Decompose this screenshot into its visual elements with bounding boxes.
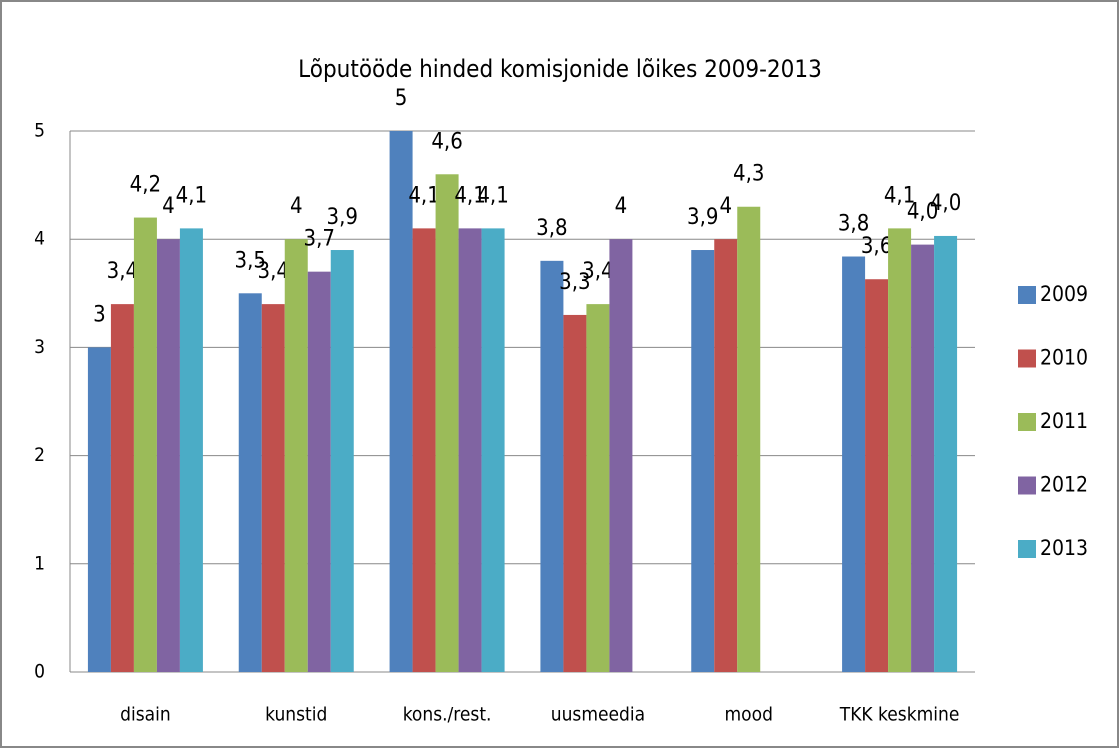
- data-label: 4: [290, 194, 303, 219]
- bar: [934, 235, 958, 673]
- bar: [737, 206, 761, 673]
- data-label: 4: [162, 194, 175, 219]
- x-tick-label: kunstid: [265, 704, 327, 726]
- legend-swatch: [1018, 540, 1036, 558]
- bar: [563, 314, 587, 672]
- data-label: 4,6: [431, 129, 462, 154]
- bar: [389, 131, 413, 672]
- bar: [458, 228, 482, 672]
- data-label: 3,9: [327, 205, 358, 230]
- y-tick-label: 0: [34, 661, 45, 683]
- bar: [307, 271, 331, 672]
- data-label: 4: [615, 194, 628, 219]
- data-label: 3,8: [838, 212, 869, 237]
- bar: [911, 244, 935, 673]
- data-label: 4,0: [907, 200, 938, 225]
- bar: [481, 228, 505, 672]
- data-label: 3: [93, 302, 106, 327]
- legend-label: 2012: [1040, 473, 1088, 497]
- data-label: 3,7: [304, 227, 335, 252]
- data-label: 4,1: [477, 183, 508, 208]
- bar: [87, 347, 111, 672]
- x-tick-label: kons./rest.: [403, 704, 492, 726]
- bar: [609, 239, 633, 672]
- bar: [714, 239, 738, 672]
- data-label: 3,6: [861, 234, 892, 259]
- data-label: 4,1: [454, 183, 485, 208]
- legend-label: 2010: [1040, 346, 1088, 370]
- data-label: 3,4: [582, 259, 613, 284]
- bar: [330, 250, 354, 672]
- data-label: 3,3: [559, 270, 590, 295]
- y-tick-label: 1: [34, 552, 45, 574]
- bar: [156, 239, 180, 672]
- bar: [435, 174, 459, 672]
- bar: [865, 279, 889, 672]
- y-tick-label: 5: [34, 120, 45, 142]
- data-label: 4,3: [733, 162, 764, 187]
- bar: [540, 260, 564, 672]
- bar: [888, 228, 912, 672]
- data-label: 3,4: [107, 259, 138, 284]
- bar: [133, 217, 157, 672]
- legend-label: 2009: [1040, 282, 1088, 306]
- y-tick-label: 4: [34, 228, 45, 250]
- bar: [110, 304, 134, 672]
- bar: [261, 304, 285, 672]
- y-tick-label: 2: [34, 444, 45, 466]
- data-label: 4,1: [884, 183, 915, 208]
- x-tick-label: TKK keskmine: [839, 704, 960, 726]
- data-label: 4: [719, 194, 732, 219]
- bar: [284, 239, 308, 672]
- data-label: 4,1: [176, 183, 207, 208]
- data-label: 3,9: [687, 205, 718, 230]
- bar: [586, 304, 610, 672]
- legend-label: 2011: [1040, 409, 1088, 433]
- data-label: 4,2: [130, 173, 161, 198]
- data-label: 4,1: [408, 183, 439, 208]
- bar: [691, 250, 715, 672]
- legend-swatch: [1018, 476, 1036, 495]
- data-label: 4,0: [930, 191, 961, 216]
- bar: [179, 228, 203, 672]
- bar: [238, 293, 262, 672]
- legend-label: 2013: [1040, 536, 1088, 560]
- legend-swatch: [1018, 413, 1036, 431]
- chart-title: Lõputööde hinded komisjonide lõikes 2009…: [298, 55, 822, 83]
- y-tick-label: 3: [34, 336, 45, 358]
- data-label: 3,4: [258, 259, 289, 284]
- data-label: 5: [395, 86, 408, 111]
- data-label: 3,5: [235, 248, 266, 273]
- legend-swatch: [1018, 286, 1036, 304]
- bar: [842, 256, 866, 672]
- legend-swatch: [1018, 349, 1036, 368]
- bar: [412, 228, 436, 672]
- x-tick-label: uusmeedia: [551, 704, 645, 726]
- x-tick-label: mood: [725, 704, 773, 726]
- x-tick-label: disain: [120, 704, 171, 726]
- data-label: 3,8: [536, 216, 567, 241]
